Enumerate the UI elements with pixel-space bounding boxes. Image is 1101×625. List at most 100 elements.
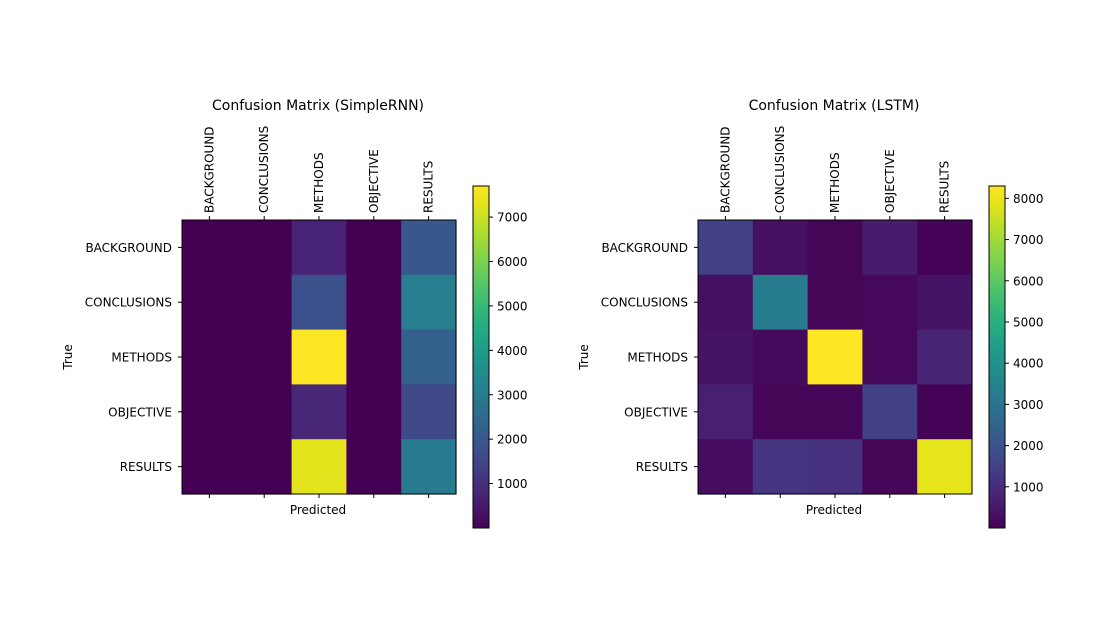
colorbar-tick-label: 2000 (497, 433, 528, 447)
heatmap-cell (291, 329, 347, 385)
heatmap-cell (182, 274, 238, 331)
heatmap-cell (807, 329, 863, 385)
heatmap-cell (346, 384, 402, 440)
x-tick-label: RESULTS (938, 161, 952, 213)
colorbar-gradient (472, 185, 490, 529)
x-tick-label: CONCLUSIONS (773, 126, 787, 213)
heatmap-cell (236, 329, 293, 385)
x-tick-labels: BACKGROUND CONCLUSIONS METHODS OBJECTIVE RES… (202, 126, 436, 498)
colorbar-tick-label: 7000 (497, 211, 528, 225)
y-tick-label: CONCLUSIONS (601, 296, 688, 310)
heatmap-cell (752, 384, 809, 440)
x-tick-label: OBJECTIVE (883, 149, 897, 213)
heatmap-cell (862, 329, 918, 385)
confusion-matrix-lstm: Confusion Matrix (LSTM) BACKGROUND CONCLU… (577, 98, 1044, 529)
heatmap-cell (698, 329, 754, 385)
heatmap-cell (291, 384, 347, 440)
y-tick-label: METHODS (111, 351, 172, 365)
heatmap-cell (917, 274, 973, 331)
heatmap-cell (346, 439, 402, 495)
heatmap-cells (182, 220, 457, 495)
x-axis-label: Predicted (290, 503, 346, 517)
heatmap-cell (182, 329, 238, 385)
heatmap-cell (807, 439, 863, 495)
y-tick-label: METHODS (627, 351, 688, 365)
heatmap-cell (917, 439, 973, 495)
chart-title: Confusion Matrix (SimpleRNN) (212, 98, 424, 114)
heatmap-cell (182, 439, 238, 495)
y-tick-labels: BACKGROUND CONCLUSIONS METHODS OBJECTIVE RES… (85, 241, 182, 474)
y-axis-label: True (577, 344, 591, 371)
heatmap-cell (698, 220, 754, 276)
colorbar-tick-label: 3000 (1013, 398, 1044, 412)
y-tick-label: OBJECTIVE (108, 405, 172, 419)
heatmap-cell (698, 439, 754, 495)
x-tick-label: METHODS (312, 152, 326, 213)
colorbar-tick-label: 6000 (497, 255, 528, 269)
y-tick-label: BACKGROUND (85, 241, 172, 255)
heatmap-cell (698, 384, 754, 440)
heatmap-cell (346, 329, 402, 385)
colorbar-tick-label: 4000 (497, 344, 528, 358)
colorbar-tick-label: 7000 (1013, 233, 1044, 247)
heatmap-cell (698, 274, 754, 331)
heatmap-cell (401, 329, 457, 385)
heatmap-cell (182, 220, 238, 276)
heatmap-cell (401, 384, 457, 440)
heatmap-cell (862, 274, 918, 331)
colorbar: 1000 2000 3000 4000 5000 6000 7000 (472, 185, 528, 529)
heatmap-cell (236, 384, 293, 440)
y-axis-label: True (61, 344, 75, 371)
x-tick-labels: BACKGROUND CONCLUSIONS METHODS OBJECTIVE RES… (718, 126, 952, 498)
y-tick-label: BACKGROUND (601, 241, 688, 255)
x-tick-label: CONCLUSIONS (257, 126, 271, 213)
heatmap-cell (401, 220, 457, 276)
heatmap-cell (346, 220, 402, 276)
heatmap-cell (917, 329, 973, 385)
heatmap-cells (698, 220, 973, 495)
x-tick-label: RESULTS (422, 161, 436, 213)
colorbar-tick-label: 4000 (1013, 357, 1044, 371)
colorbar: 1000 2000 3000 4000 5000 6000 7000 8000 (988, 185, 1044, 529)
colorbar-tick-label: 2000 (1013, 439, 1044, 453)
heatmap-cell (807, 274, 863, 331)
heatmap-cell (752, 329, 809, 385)
heatmap-cell (291, 220, 347, 276)
colorbar-tick-label: 5000 (497, 299, 528, 313)
heatmap-cell (291, 439, 347, 495)
colorbar-tick-label: 5000 (1013, 315, 1044, 329)
heatmap-cell (752, 274, 809, 331)
heatmap-cell (236, 274, 293, 331)
confusion-matrix-simplernn: Confusion Matrix (SimpleRNN) BACKGROUND C… (61, 98, 528, 529)
heatmap-cell (807, 384, 863, 440)
y-tick-label: OBJECTIVE (624, 405, 688, 419)
x-tick-label: BACKGROUND (202, 126, 216, 213)
colorbar-tick-label: 1000 (497, 477, 528, 491)
heatmap-cell (862, 220, 918, 276)
colorbar-tick-label: 3000 (497, 388, 528, 402)
y-tick-labels: BACKGROUND CONCLUSIONS METHODS OBJECTIVE RES… (601, 241, 698, 474)
y-tick-label: RESULTS (636, 460, 688, 474)
heatmap-cell (236, 439, 293, 495)
colorbar-gradient (988, 185, 1006, 529)
colorbar-tick-label: 1000 (1013, 480, 1044, 494)
heatmap-cell (291, 274, 347, 331)
x-tick-label: METHODS (828, 152, 842, 213)
x-tick-label: OBJECTIVE (367, 149, 381, 213)
heatmap-cell (807, 220, 863, 276)
y-tick-label: CONCLUSIONS (85, 296, 172, 310)
heatmap-cell (917, 220, 973, 276)
heatmap-cell (346, 274, 402, 331)
chart-title: Confusion Matrix (LSTM) (749, 98, 920, 114)
heatmap-cell (236, 220, 293, 276)
heatmap-cell (862, 384, 918, 440)
heatmap-cell (917, 384, 973, 440)
heatmap-cell (752, 220, 809, 276)
heatmap-cell (752, 439, 809, 495)
x-tick-label: BACKGROUND (718, 126, 732, 213)
heatmap-cell (182, 384, 238, 440)
colorbar-tick-label: 6000 (1013, 274, 1044, 288)
heatmap-cell (401, 274, 457, 331)
x-axis-label: Predicted (806, 503, 862, 517)
